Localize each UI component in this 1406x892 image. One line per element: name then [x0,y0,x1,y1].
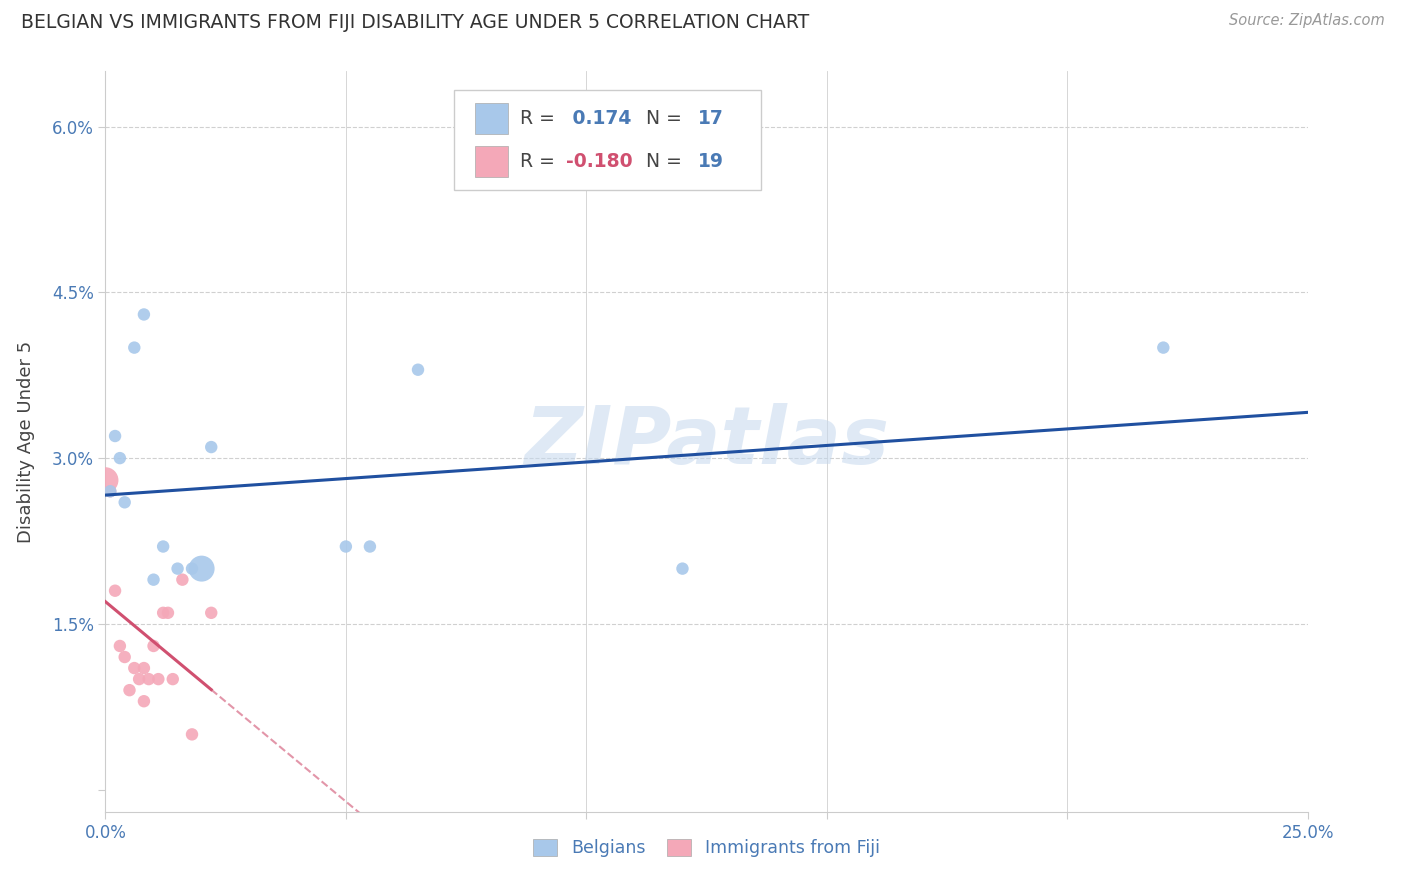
FancyBboxPatch shape [474,103,508,134]
Point [104,429,127,443]
Point [132,661,155,675]
Point [156,606,179,620]
Point [162,672,184,686]
Point [108,639,131,653]
Point [406,362,429,376]
Y-axis label: Disability Age Under 5: Disability Age Under 5 [17,341,35,542]
Text: N =: N = [634,109,689,128]
Point [1152,341,1174,355]
Text: ZIPatlas: ZIPatlas [524,402,889,481]
Point [128,672,150,686]
Point [671,561,693,575]
Text: 19: 19 [699,152,724,170]
Point [166,561,188,575]
Point [114,495,136,509]
Point [200,440,222,454]
Text: R =: R = [520,152,561,170]
Point [152,606,174,620]
Point [108,451,131,466]
Point [142,573,165,587]
Text: 17: 17 [699,109,724,128]
Point [148,672,170,686]
Point [200,606,222,620]
Text: -0.180: -0.180 [565,152,633,170]
Point [190,561,212,575]
Text: R =: R = [520,109,561,128]
Point [104,583,127,598]
Point [98,484,121,499]
Point [124,661,146,675]
Point [152,540,174,554]
Point [114,650,136,665]
Point [132,308,155,322]
Point [172,573,194,587]
Point [138,672,160,686]
Point [142,639,165,653]
Point [98,484,121,499]
Legend: Belgians, Immigrants from Fiji: Belgians, Immigrants from Fiji [524,830,889,866]
Point [359,540,381,554]
Text: BELGIAN VS IMMIGRANTS FROM FIJI DISABILITY AGE UNDER 5 CORRELATION CHART: BELGIAN VS IMMIGRANTS FROM FIJI DISABILI… [21,13,810,32]
Point [118,683,141,698]
FancyBboxPatch shape [474,145,508,177]
Point [124,341,146,355]
Text: N =: N = [634,152,689,170]
Point [132,694,155,708]
Point [335,540,357,554]
Point [181,561,204,575]
Point [181,727,204,741]
Text: Source: ZipAtlas.com: Source: ZipAtlas.com [1229,13,1385,29]
Text: 0.174: 0.174 [565,109,631,128]
Point [94,473,117,487]
FancyBboxPatch shape [454,90,761,190]
